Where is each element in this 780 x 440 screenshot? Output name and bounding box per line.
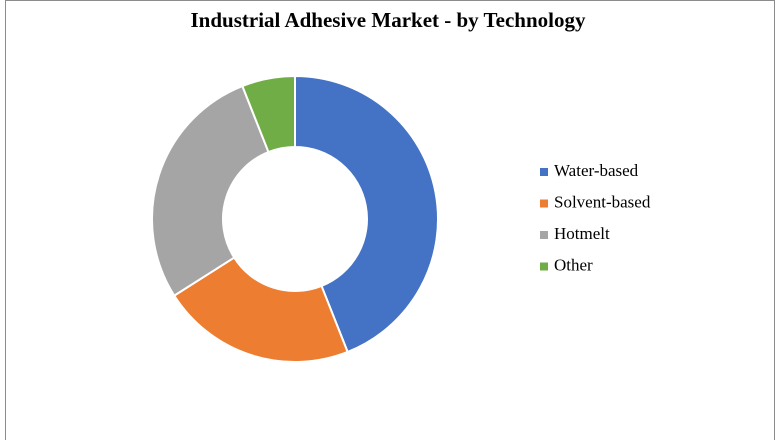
legend-label: Other — [554, 255, 593, 274]
legend-swatch — [540, 262, 548, 271]
chart-title: Industrial Adhesive Market - by Technolo… — [191, 8, 586, 32]
legend-label: Hotmelt — [554, 224, 610, 243]
legend-label: Water-based — [554, 161, 639, 180]
donut-slice — [241, 74, 296, 154]
legend-label: Solvent-based — [554, 192, 651, 211]
donut-slice — [294, 74, 439, 354]
donut-slice — [172, 256, 349, 363]
legend-swatch — [540, 199, 548, 208]
legend-swatch — [540, 231, 548, 239]
legend-swatch — [540, 168, 548, 176]
donut-slice — [151, 84, 270, 298]
